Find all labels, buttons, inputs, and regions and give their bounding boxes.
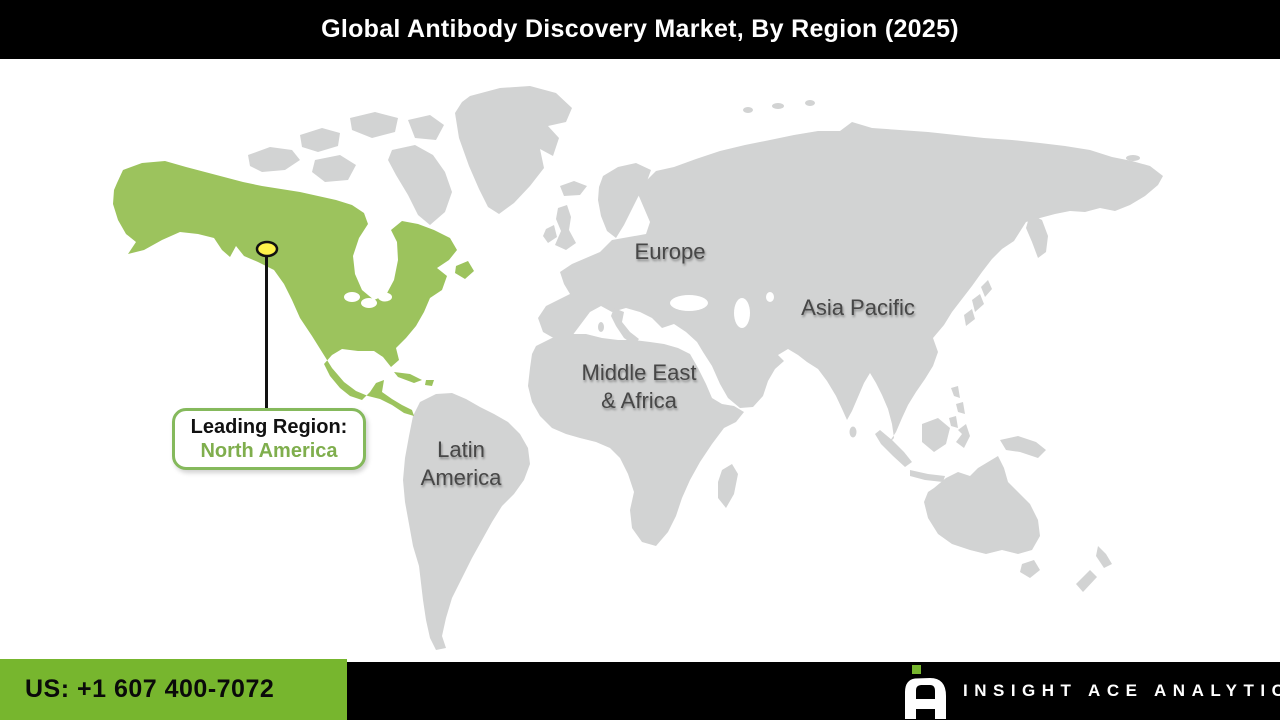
- callout-region-value: North America: [200, 440, 338, 462]
- brand-name: INSIGHT ACE ANALYTIC: [963, 681, 1280, 700]
- map-land: [248, 86, 1163, 650]
- map-region-north-america: [113, 161, 474, 416]
- insight-ace-logo-icon: [905, 665, 946, 719]
- label-europe: Europe: [634, 239, 706, 264]
- map-water-overlays: [344, 292, 774, 328]
- map-region-africa: [528, 334, 744, 546]
- map-region-south-america: [403, 393, 530, 650]
- title-bar: Global Antibody Discovery Market, By Reg…: [0, 0, 1280, 59]
- brand-block: INSIGHT ACE ANALYTIC: [903, 662, 1280, 720]
- map-region-greenland: [455, 86, 572, 214]
- leading-region-callout: Leading Region: North America: [172, 408, 366, 470]
- marker-dot: [255, 240, 279, 258]
- leading-region-marker: [255, 240, 279, 410]
- callout-title: Leading Region:: [190, 416, 348, 438]
- label-latin-america: Latin America: [420, 437, 502, 490]
- phone-number: US: +1 607 400-7072: [25, 675, 275, 703]
- label-middle-east-africa: Middle East & Africa: [581, 360, 697, 413]
- page-title: Global Antibody Discovery Market, By Reg…: [321, 15, 959, 43]
- label-asia-pacific: Asia Pacific: [801, 295, 915, 320]
- map-region-australia: [924, 456, 1040, 554]
- map-region-eurasia: [538, 122, 1163, 444]
- footer-phone-band: US: +1 607 400-7072: [0, 659, 347, 720]
